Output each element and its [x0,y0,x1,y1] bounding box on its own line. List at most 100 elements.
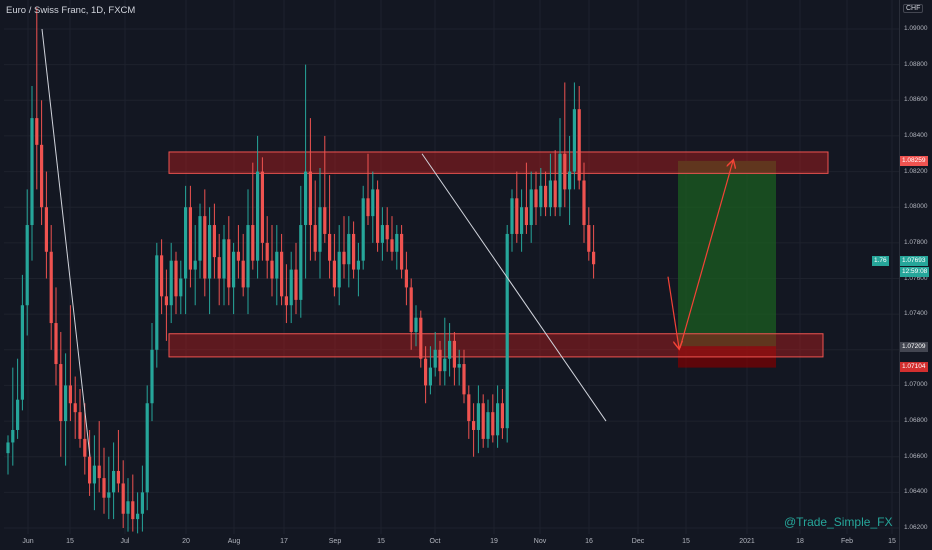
candle [256,135,260,279]
candle [553,150,557,217]
candle [169,242,173,324]
candle [352,221,356,279]
x-tick-label: Nov [533,538,547,545]
resistance-zone [168,151,829,174]
candle-body [193,260,197,270]
x-tick-label: 15 [377,538,385,545]
candle-body [563,153,567,190]
candle-body [140,492,144,514]
candle-body [428,367,432,386]
candle [491,394,495,443]
candle-body [16,399,20,430]
candle [126,478,130,532]
candle-body [188,207,192,270]
candle-body [35,118,39,145]
candle [385,207,389,252]
candle [6,435,10,475]
support-zone [168,333,824,358]
candle [227,216,231,306]
candle [342,216,346,279]
candle-body [275,251,279,279]
candle-body [97,465,101,479]
candle-body [342,251,346,265]
candle-body [467,394,471,422]
y-tick-label: 1.08000 [904,203,928,211]
candle [467,385,471,439]
candle-body [572,109,576,172]
x-tick-label: 15 [66,538,74,545]
y-tick-label: 1.07800 [904,238,928,246]
candle [193,225,197,306]
target-zone [678,160,776,347]
x-tick-label: Dec [631,538,645,545]
candle-body [150,349,154,404]
candle [179,260,183,315]
candle-body [126,501,130,514]
candle [476,385,480,454]
candle-body [510,198,514,234]
candle-body [208,225,212,279]
candle-body [347,233,351,265]
candle [366,153,370,226]
candle [313,180,317,261]
candle [572,82,576,190]
candle [414,305,418,347]
candle-body [184,207,188,279]
candle [563,82,567,208]
candle-body [64,385,68,422]
candle [78,388,82,448]
candle [308,118,312,261]
currency-badge[interactable]: CHF [903,4,924,13]
candle-body [385,225,389,240]
candle-body [54,323,58,365]
candle-body [476,403,480,430]
candle [520,189,524,252]
candle [140,465,144,532]
candle [510,189,514,252]
candle-body [491,412,495,436]
resistance-price-label: 1.08259 [900,156,928,166]
candle-body [337,251,341,288]
candle [544,171,548,217]
candle-body [107,492,111,498]
candle [16,358,20,439]
candle [275,225,279,306]
candle-body [481,403,485,439]
candle-body [88,456,92,484]
x-tick-label: Oct [429,538,441,545]
candle [428,346,432,395]
y-tick-label: 1.08400 [904,131,928,139]
x-tick-label: 18 [796,538,804,545]
candle [164,269,168,341]
candle-body [44,207,48,252]
candle [592,225,596,279]
candle [587,207,591,261]
candle-body [6,442,10,454]
candle [222,225,226,306]
candle [376,180,380,252]
candle [448,323,452,377]
candle-body [457,364,461,368]
y-tick-label: 1.08800 [904,60,928,68]
candle-body [414,317,418,332]
candle [280,233,284,306]
x-tick-label: Jun [22,538,34,545]
chart-title: Euro / Swiss Franc, 1D, FXCM [6,5,136,16]
candle [88,429,92,496]
candle-body [462,364,466,395]
candle-body [544,185,548,208]
candle-body [419,317,423,359]
candle-body [356,260,360,270]
candle [131,474,135,532]
candle-body [289,269,293,306]
candle-body [145,403,149,493]
candle-body [323,207,327,234]
candle-body [179,278,183,297]
candle [337,225,341,306]
candle-body [433,349,437,368]
candle-body [438,349,442,372]
candle-body [390,239,394,252]
candle-body [155,255,159,350]
candle [443,317,447,386]
